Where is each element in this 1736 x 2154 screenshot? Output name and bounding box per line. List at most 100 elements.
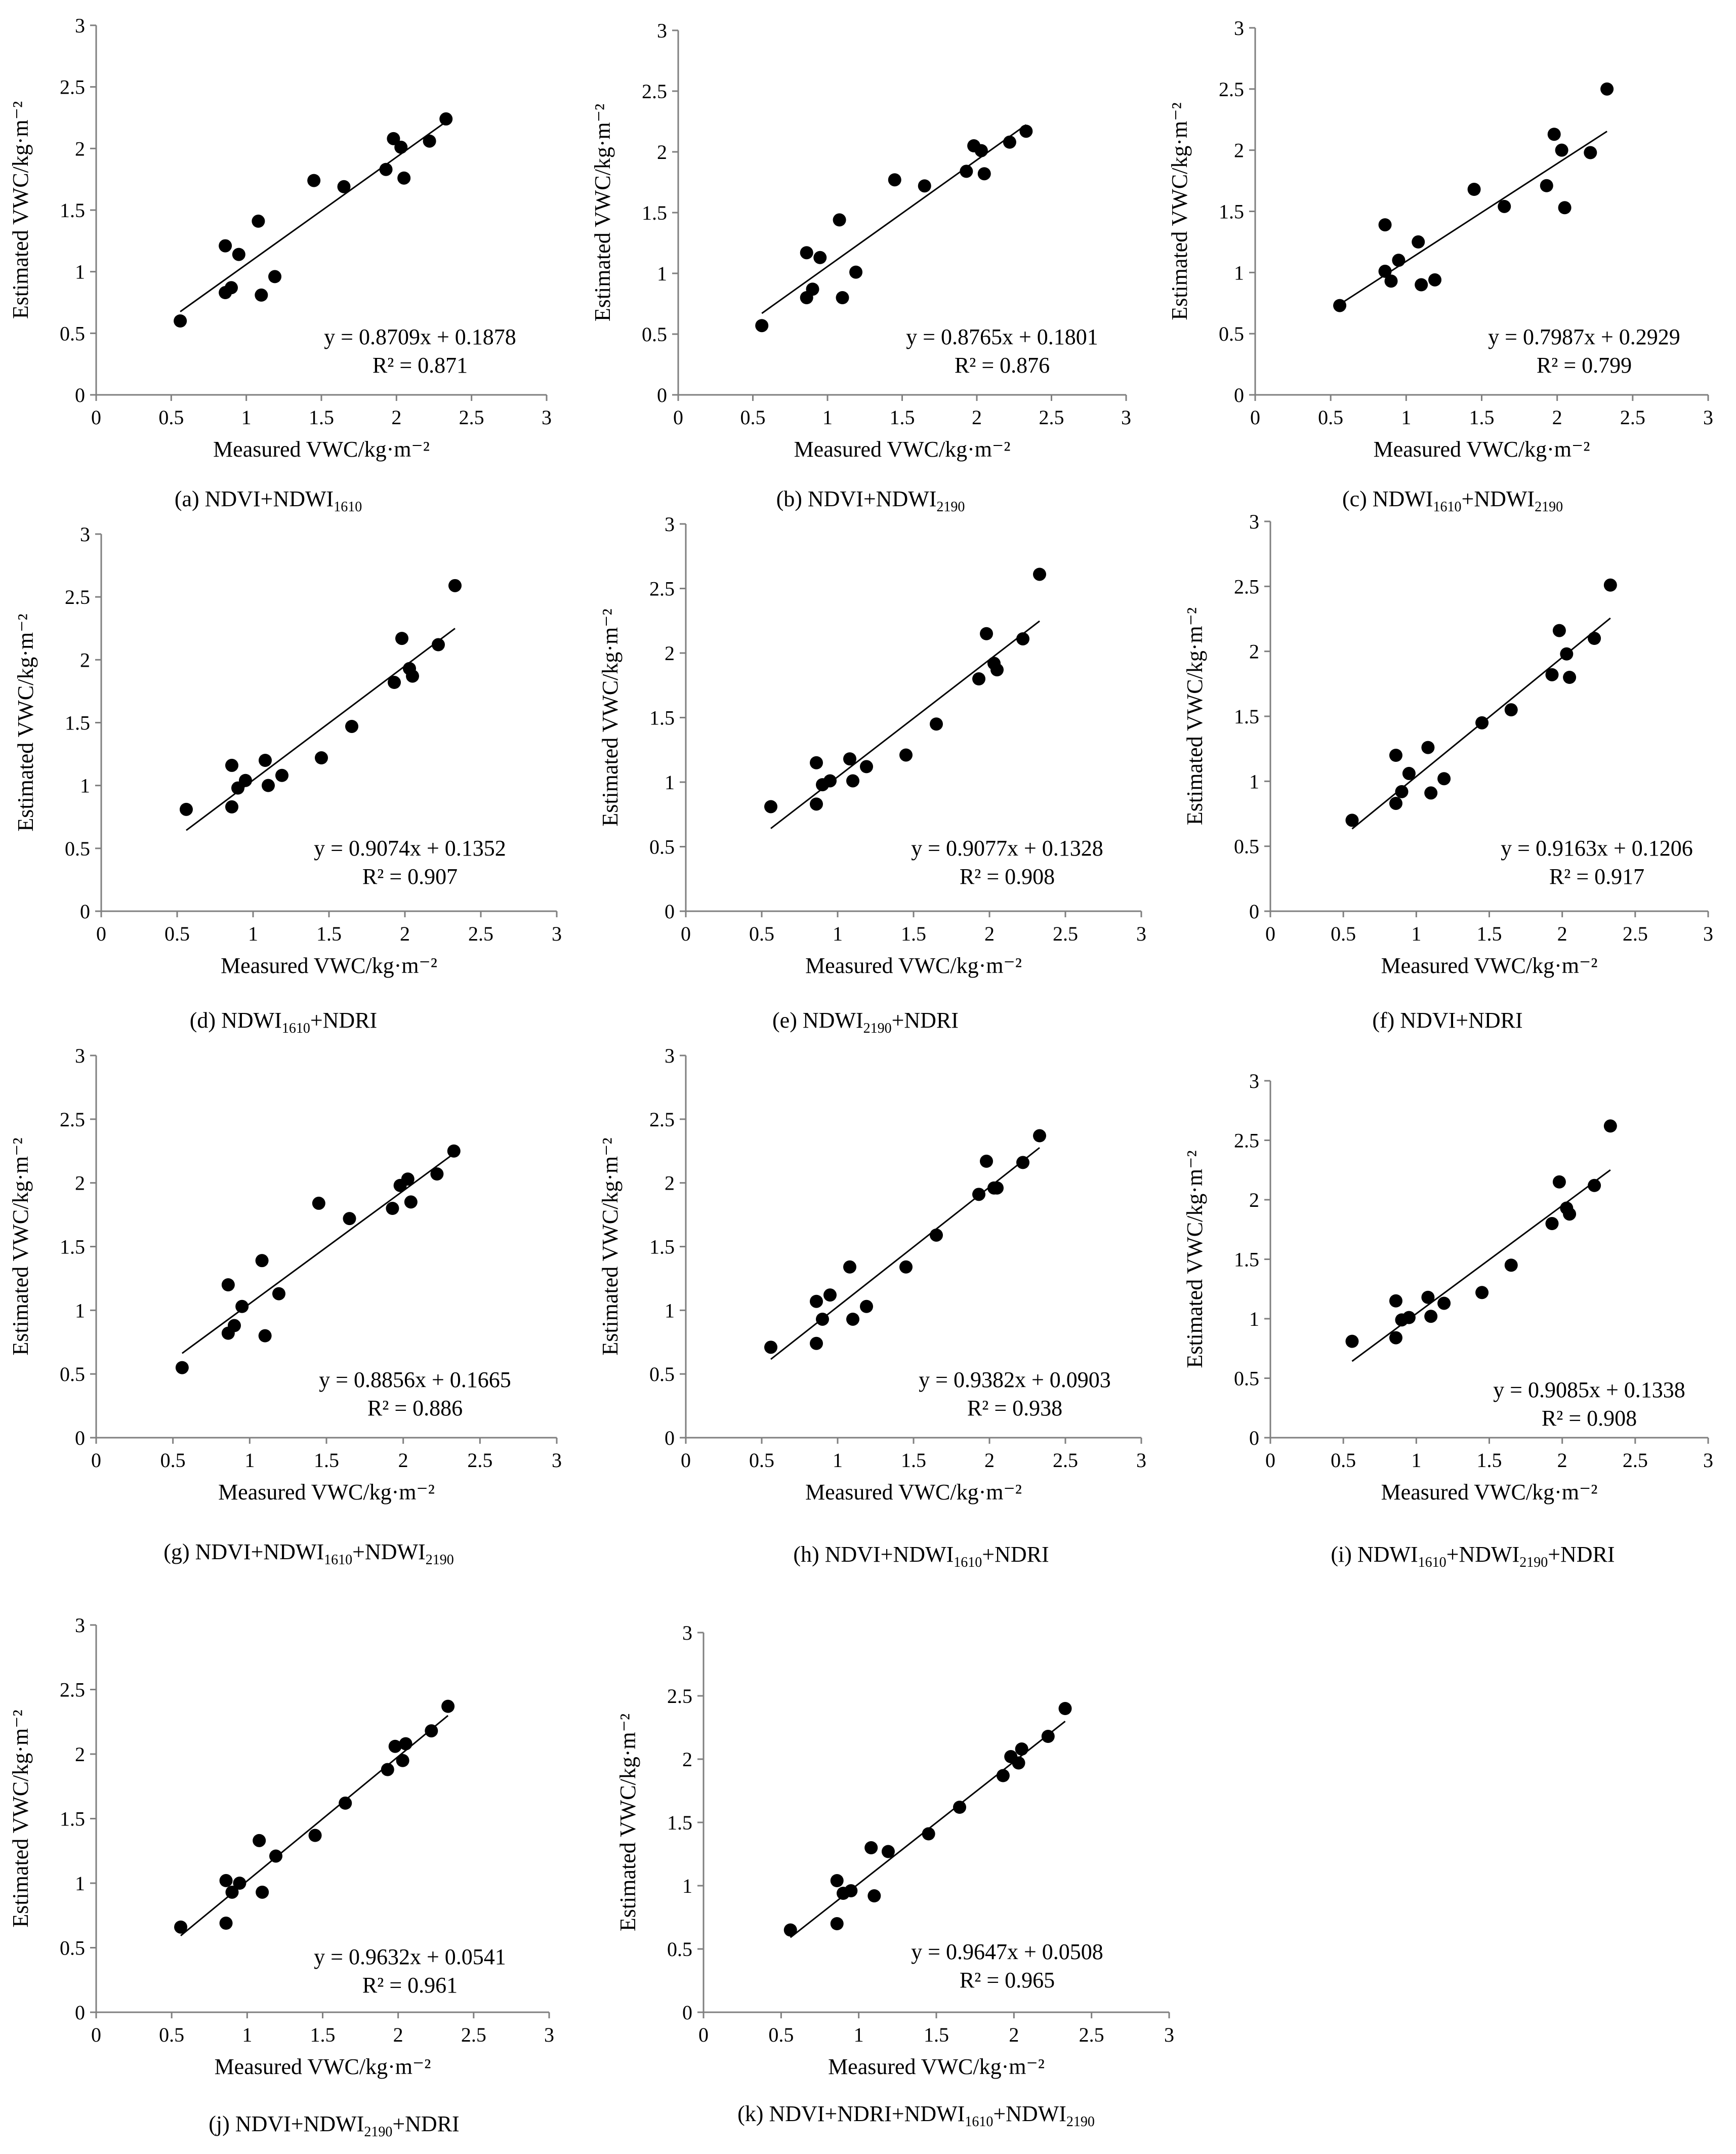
data-point xyxy=(764,800,777,814)
data-point xyxy=(1395,785,1409,798)
x-tick-label: 1 xyxy=(248,922,258,945)
x-tick-label: 3 xyxy=(1703,922,1713,945)
panel-caption: (g) NDVI+NDWI1610​+NDWI2190​ xyxy=(163,1539,453,1568)
panel-caption: (h) NDVI+NDWI1610​+NDRI xyxy=(793,1542,1049,1570)
x-tick-label: 2.5 xyxy=(1623,922,1648,945)
y-tick-label: 2.5 xyxy=(649,578,675,600)
data-point xyxy=(262,779,275,792)
data-point xyxy=(1588,1178,1601,1192)
x-tick-label: 0.5 xyxy=(740,406,766,429)
r-squared-label: R² = 0.938 xyxy=(967,1396,1062,1420)
data-point xyxy=(1584,146,1597,159)
y-axis-title: Estimated VWC/kg·m⁻² xyxy=(615,1714,640,1931)
chart-panel-j: 0 0.5 1 1.5 2 2.5 3 0 0.5 1 1.5 2 2.5 3 Measured VWC/k… xyxy=(8,1614,554,2140)
x-tick-label: 2.5 xyxy=(459,406,484,429)
trendline xyxy=(1351,1169,1611,1362)
data-point xyxy=(833,213,846,227)
data-point xyxy=(990,1181,1004,1195)
r-squared-label: R² = 0.871 xyxy=(373,353,468,378)
x-tick-label: 2.5 xyxy=(1079,2023,1104,2046)
data-point xyxy=(345,719,358,733)
data-point xyxy=(259,754,272,767)
caption-subscript: 1610 xyxy=(965,2114,993,2130)
regression-equation: y = 0.8709x + 0.1878 xyxy=(324,324,516,349)
x-tick-label: 2.5 xyxy=(1053,1449,1078,1472)
x-tick-label: 3 xyxy=(552,1449,562,1472)
regression-equation: y = 0.8856x + 0.1665 xyxy=(319,1367,511,1392)
data-point xyxy=(1058,1702,1072,1715)
y-axis-title: Estimated VWC/kg·m⁻² xyxy=(1182,607,1207,825)
y-tick-label: 3 xyxy=(657,19,667,42)
data-point xyxy=(219,1917,233,1930)
data-point xyxy=(239,774,252,787)
data-point xyxy=(899,1260,913,1274)
y-tick-label: 1 xyxy=(1234,261,1244,284)
y-tick-label: 2.5 xyxy=(60,1108,85,1131)
x-tick-label: 0.5 xyxy=(160,1449,186,1472)
x-tick-label: 0 xyxy=(91,2023,101,2046)
caption-text: +NDRI xyxy=(310,1008,377,1033)
data-point xyxy=(1389,749,1402,762)
data-point xyxy=(441,1699,455,1713)
data-point xyxy=(1603,1119,1617,1133)
x-tick-label: 1.5 xyxy=(924,2023,949,2046)
x-tick-label: 2 xyxy=(1552,406,1562,429)
data-point xyxy=(253,1834,266,1847)
data-point xyxy=(800,246,813,260)
caption-subscript: 1610 xyxy=(324,1552,352,1568)
data-point xyxy=(810,1294,823,1308)
data-point xyxy=(337,180,351,193)
x-tick-label: 2.5 xyxy=(468,922,493,945)
data-point xyxy=(1402,1311,1416,1324)
data-point xyxy=(1421,741,1435,754)
x-tick-label: 2.5 xyxy=(467,1449,492,1472)
data-point xyxy=(1552,1175,1566,1189)
chart-panel-i: 0 0.5 1 1.5 2 2.5 3 0 0.5 1 1.5 2 2.5 3 Measured VWC/k… xyxy=(1182,1070,1713,1570)
y-tick-label: 0 xyxy=(75,384,85,407)
data-point xyxy=(1389,1331,1402,1345)
x-tick-label: 2.5 xyxy=(1623,1449,1648,1472)
regression-equation: y = 0.9077x + 0.1328 xyxy=(911,836,1103,861)
data-point xyxy=(387,132,400,145)
regression-equation: y = 0.9632x + 0.0541 xyxy=(314,1944,506,1969)
trendline xyxy=(181,1153,454,1354)
caption-letter: (e) xyxy=(772,1008,803,1033)
y-tick-label: 1.5 xyxy=(60,1808,85,1831)
x-tick-label: 0.5 xyxy=(1331,922,1356,945)
data-point xyxy=(972,1188,985,1201)
data-point xyxy=(816,1312,829,1326)
x-axis-title: Measured VWC/kg·m⁻² xyxy=(1374,437,1590,462)
data-point xyxy=(180,802,193,816)
caption-text: NDWI xyxy=(1357,1542,1418,1567)
caption-text: NDVI+NDRI xyxy=(1400,1008,1522,1033)
r-squared-label: R² = 0.886 xyxy=(367,1396,463,1420)
x-tick-label: 1.5 xyxy=(1477,1449,1502,1472)
panel-caption: (k) NDVI+NDRI+NDWI1610​+NDWI2190​ xyxy=(737,2101,1095,2130)
data-point xyxy=(860,1299,873,1313)
y-tick-label: 0.5 xyxy=(60,322,85,345)
regression-equation: y = 0.9085x + 0.1338 xyxy=(1493,1377,1685,1402)
y-tick-label: 1.5 xyxy=(1234,1248,1259,1271)
x-axis-title: Measured VWC/kg·m⁻² xyxy=(828,2054,1045,2079)
data-point xyxy=(1345,1334,1359,1348)
y-tick-label: 3 xyxy=(80,523,90,546)
y-axis-title: Estimated VWC/kg·m⁻² xyxy=(598,608,623,826)
x-tick-label: 0 xyxy=(1265,922,1275,945)
data-point xyxy=(813,251,827,264)
y-axis-title: Estimated VWC/kg·m⁻² xyxy=(13,614,38,831)
data-point xyxy=(810,756,823,769)
x-tick-label: 2.5 xyxy=(1053,922,1078,945)
caption-letter: (h) xyxy=(793,1542,824,1567)
x-tick-label: 0.5 xyxy=(749,1449,774,1472)
y-tick-label: 0.5 xyxy=(60,1363,85,1386)
data-point xyxy=(308,1828,322,1842)
r-squared-label: R² = 0.799 xyxy=(1537,353,1632,378)
data-point xyxy=(1504,703,1518,717)
data-point xyxy=(1552,624,1566,637)
x-tick-label: 1 xyxy=(854,2023,864,2046)
data-point xyxy=(1555,143,1568,157)
data-point xyxy=(1428,273,1442,287)
trendline xyxy=(770,1147,1040,1360)
x-tick-label: 3 xyxy=(1136,922,1146,945)
data-point xyxy=(1545,1217,1559,1230)
